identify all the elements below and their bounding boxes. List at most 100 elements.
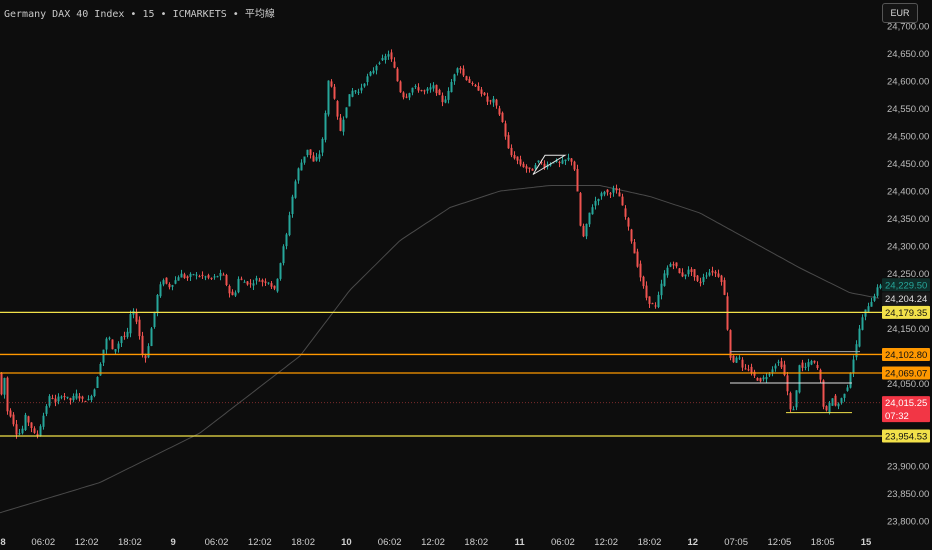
candle-body	[522, 163, 525, 168]
candle-body	[783, 364, 786, 376]
candle-body	[21, 428, 24, 434]
candle-body	[291, 196, 294, 214]
candle-body	[711, 270, 714, 273]
y-tick-label: 24,050.00	[887, 379, 929, 390]
candle-body	[657, 294, 660, 307]
candle-body	[204, 276, 207, 278]
x-tick-label: 9	[171, 537, 176, 548]
candle-body	[489, 100, 492, 102]
candle-body	[423, 90, 426, 92]
y-tick-label: 23,900.00	[887, 462, 929, 473]
candle-body	[531, 168, 534, 171]
candle-body	[54, 398, 57, 402]
candle-body	[126, 331, 129, 337]
candle-body	[561, 160, 564, 164]
bid-price-label: 24,015.25	[885, 398, 927, 409]
candle-body	[462, 68, 465, 76]
candle-body	[3, 378, 6, 395]
candle-body	[648, 296, 651, 304]
y-tick-label: 24,500.00	[887, 132, 929, 143]
candle-body	[507, 135, 510, 149]
candle-body	[360, 87, 363, 91]
candle-body	[651, 303, 654, 305]
candle-body	[318, 154, 321, 159]
level-price-label: 24,179.35	[885, 308, 927, 319]
y-tick-label: 24,600.00	[887, 77, 929, 88]
x-tick-label: 18:02	[118, 537, 142, 548]
last-price-label-bg	[882, 278, 930, 292]
candle-body	[273, 285, 276, 289]
candle-body	[552, 162, 555, 164]
candle-body	[210, 277, 213, 279]
candle-body	[432, 85, 435, 89]
candle-body	[702, 277, 705, 282]
candle-body	[501, 112, 504, 122]
x-tick-label: 12:02	[594, 537, 618, 548]
y-tick-label: 24,250.00	[887, 269, 929, 280]
x-tick-label: 06:02	[205, 537, 229, 548]
candle-body	[153, 312, 156, 327]
candle-body	[420, 90, 423, 92]
candle-body	[165, 277, 168, 284]
candle-body	[0, 372, 3, 395]
candle-body	[414, 86, 417, 88]
level-price-label-bg	[882, 366, 930, 380]
candle-body	[624, 208, 627, 217]
candle-body	[441, 95, 444, 103]
candle-body	[372, 70, 375, 73]
candle-body	[879, 285, 882, 288]
currency-button[interactable]: EUR	[882, 3, 918, 23]
candle-body	[459, 68, 462, 70]
candle-body	[759, 378, 762, 382]
candle-body	[609, 193, 612, 195]
candle-body	[447, 90, 450, 100]
candle-body	[537, 160, 540, 162]
y-tick-label: 24,300.00	[887, 242, 929, 253]
y-tick-label: 23,800.00	[887, 517, 929, 528]
candle-body	[660, 283, 663, 296]
candle-body	[492, 98, 495, 103]
candle-body	[732, 355, 735, 363]
candle-body	[705, 275, 708, 277]
candle-body	[42, 415, 45, 427]
candle-body	[765, 377, 768, 380]
candle-body	[750, 366, 753, 374]
candle-body	[597, 199, 600, 202]
candle-body	[810, 361, 813, 365]
candle-body	[93, 389, 96, 396]
candle-body	[504, 123, 507, 137]
candle-body	[606, 189, 609, 193]
candle-body	[864, 309, 867, 317]
candle-body	[177, 277, 180, 281]
candle-body	[180, 273, 183, 278]
candle-body	[690, 269, 693, 272]
candle-body	[72, 396, 75, 401]
x-tick-label: 12:02	[421, 537, 445, 548]
y-tick-label: 24,350.00	[887, 214, 929, 225]
candle-body	[297, 168, 300, 181]
candle-body	[312, 155, 315, 162]
candle-body	[669, 264, 672, 267]
candle-body	[324, 113, 327, 140]
candle-body	[744, 368, 747, 370]
candle-body	[123, 335, 126, 337]
candle-body	[102, 349, 105, 363]
candle-body	[633, 242, 636, 254]
candle-body	[36, 433, 39, 436]
candle-body	[51, 398, 54, 399]
candle-body	[213, 276, 216, 278]
candle-body	[267, 282, 270, 284]
candle-body	[327, 80, 330, 115]
candle-body	[108, 337, 111, 339]
candle-body	[567, 157, 570, 160]
candle-body	[813, 360, 816, 363]
candle-body	[186, 276, 189, 279]
candle-body	[288, 215, 291, 236]
candle-body	[78, 396, 81, 399]
candle-body	[564, 159, 567, 162]
candle-body	[615, 188, 618, 191]
level-price-label: 24,102.80	[885, 350, 927, 361]
candle-body	[510, 147, 513, 156]
candle-body	[231, 291, 234, 296]
